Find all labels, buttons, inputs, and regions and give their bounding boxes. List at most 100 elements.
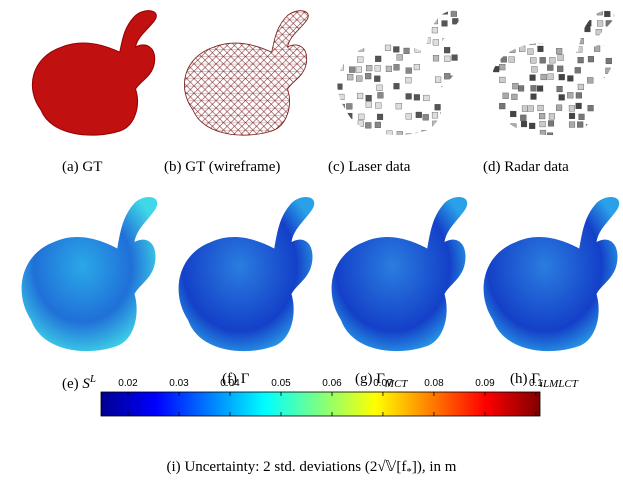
point-marker [329,8,335,14]
point-marker [432,55,440,62]
point-marker [615,103,621,109]
point-marker [483,8,489,14]
point-marker [393,83,400,90]
point-marker [603,77,610,84]
point-marker [441,132,448,136]
point-marker [450,10,457,17]
point-marker [431,18,438,25]
point-marker [577,121,584,128]
point-marker [547,64,554,71]
point-marker [530,93,537,100]
point-marker [529,74,536,81]
point-marker [499,103,506,110]
point-marker [527,105,534,112]
point-marker [405,77,412,84]
point-marker [594,45,601,52]
point-marker [549,17,556,24]
point-marker [539,10,546,15]
point-marker [366,65,373,72]
point-marker [613,75,615,82]
point-marker [493,66,500,73]
point-marker [358,45,365,52]
point-marker [616,26,622,32]
point-marker [443,95,450,102]
point-marker [421,130,428,136]
point-marker [348,36,356,43]
point-marker [349,133,356,136]
point-marker [520,133,527,136]
point-marker [327,37,333,43]
point-marker [338,93,345,101]
point-marker [374,75,381,82]
caption-i: (i) Uncertainty: 2 std. deviations (2√𝕍[… [166,459,457,478]
point-marker [431,27,438,34]
point-marker [568,105,575,112]
point-marker [337,131,344,136]
point-marker [568,112,576,119]
point-marker [374,65,381,72]
point-marker [422,10,429,16]
point-marker [517,29,524,36]
point-marker [405,113,412,120]
image-gamma-ilmlct [483,197,620,352]
point-marker [576,46,583,53]
point-marker [395,103,402,110]
point-marker [482,102,488,108]
point-marker [498,133,505,136]
point-marker [539,113,546,120]
caption-f: (f) Γ [222,371,250,387]
point-marker [396,54,403,61]
point-marker [414,37,421,44]
point-marker [549,57,556,64]
point-marker [604,10,611,18]
point-marker [412,27,419,34]
point-marker [510,10,517,17]
point-marker [481,27,487,33]
point-marker [329,20,335,26]
caption-h: (h) ΓiLMLCT [510,371,578,390]
point-marker [377,92,384,99]
tick-label: 0.1 [529,378,543,389]
point-marker [499,28,506,35]
point-marker [501,44,508,51]
point-marker [605,67,612,74]
point-marker [451,54,458,61]
point-marker [444,55,451,62]
point-marker [520,121,528,128]
point-marker [585,124,592,131]
point-marker [558,94,565,101]
point-marker [612,20,615,27]
point-marker [512,83,519,90]
point-marker [585,20,592,27]
point-marker [374,121,381,128]
point-marker [509,36,516,43]
point-marker [587,105,594,112]
caption-a: (a) GT [62,159,103,175]
tick-label: 0.04 [220,378,240,389]
point-marker [397,10,404,14]
point-marker [574,67,581,74]
point-marker [567,75,574,82]
point-marker [452,18,459,25]
point-marker [441,85,448,93]
point-marker [376,84,383,91]
tick-label: 0.05 [271,378,291,389]
point-marker [537,85,544,92]
point-marker [367,20,374,27]
point-marker [349,66,356,73]
point-marker [413,94,420,101]
point-marker [327,111,333,117]
point-marker [492,36,499,43]
point-marker [432,120,439,127]
caption-b: (b) GT (wireframe) [164,159,281,175]
point-marker [393,17,400,24]
point-marker [510,20,517,27]
point-marker [587,56,594,63]
point-marker [508,56,515,63]
point-marker [329,73,335,79]
point-marker [347,74,354,81]
point-marker [529,38,536,46]
point-marker [356,75,363,82]
point-marker [346,103,353,110]
point-marker [414,46,421,53]
